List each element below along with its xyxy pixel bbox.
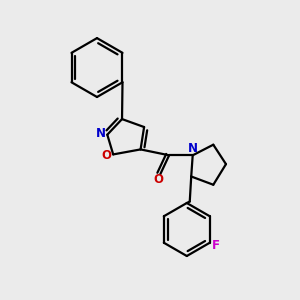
Text: O: O [102,149,112,162]
Text: F: F [212,239,220,252]
Text: N: N [96,127,106,140]
Text: O: O [154,173,164,186]
Text: N: N [188,142,198,155]
